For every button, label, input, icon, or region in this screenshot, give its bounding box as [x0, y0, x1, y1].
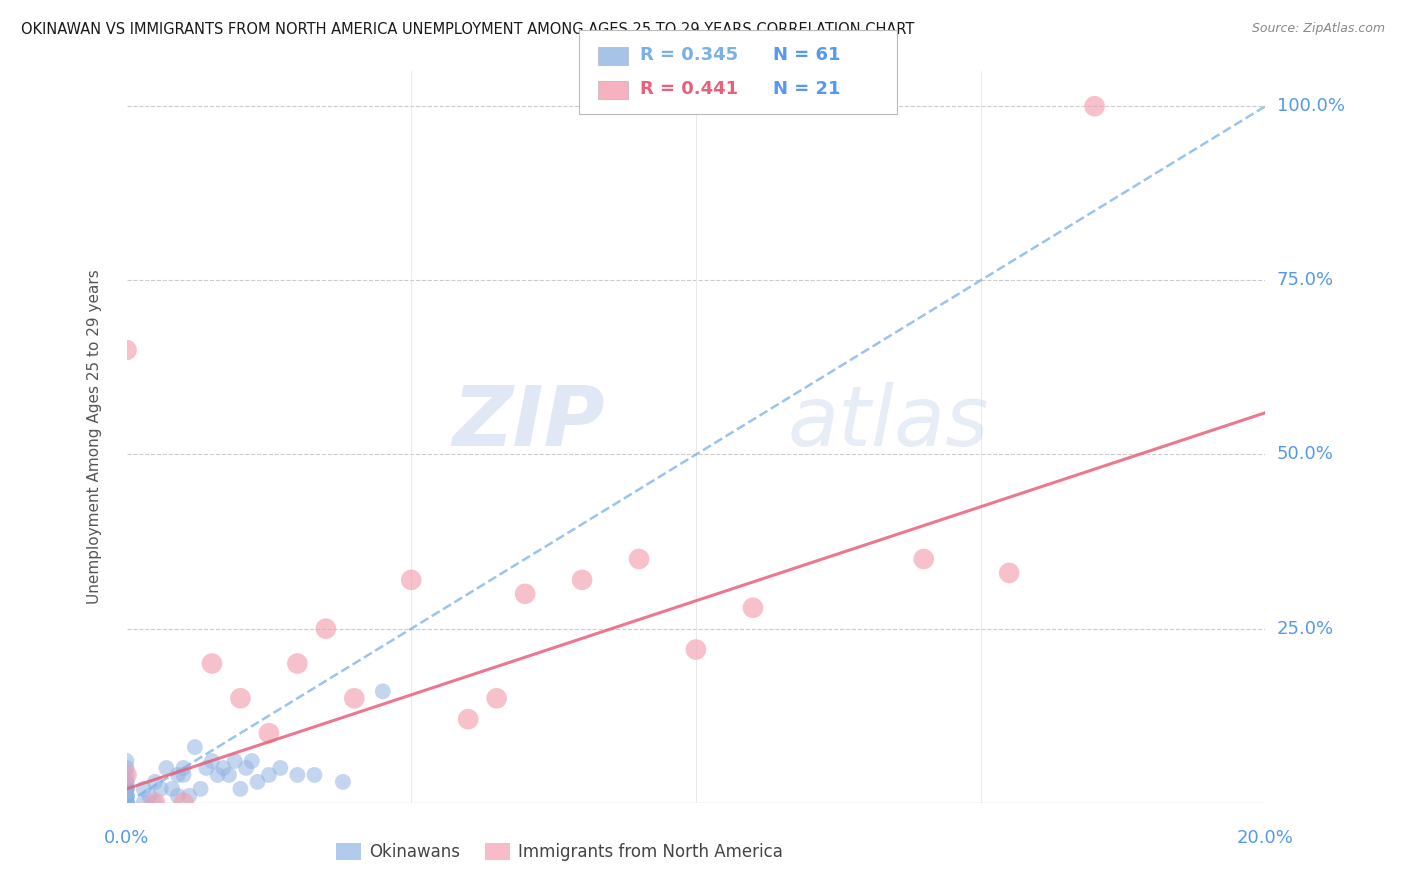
Point [628, 552, 651, 566]
Text: 0.0%: 0.0% [104, 830, 149, 847]
Point [257, 768, 280, 782]
Point [485, 691, 508, 706]
Point [115, 768, 138, 782]
Point [115, 796, 138, 810]
Legend: Okinawans, Immigrants from North America: Okinawans, Immigrants from North America [329, 836, 790, 868]
Point [143, 775, 166, 789]
Point [143, 796, 166, 810]
Text: R = 0.345: R = 0.345 [640, 46, 738, 64]
Text: 75.0%: 75.0% [1277, 271, 1334, 289]
Point [257, 726, 280, 740]
Point [287, 768, 309, 782]
Text: Source: ZipAtlas.com: Source: ZipAtlas.com [1251, 22, 1385, 36]
Text: 100.0%: 100.0% [1277, 97, 1344, 115]
Text: N = 21: N = 21 [773, 80, 841, 98]
Point [229, 781, 252, 796]
Point [998, 566, 1021, 580]
Point [115, 796, 138, 810]
Point [149, 781, 172, 796]
Point [190, 781, 212, 796]
Point [224, 754, 246, 768]
Point [166, 789, 188, 803]
Point [343, 691, 366, 706]
Point [138, 789, 160, 803]
Point [115, 796, 138, 810]
Point [115, 796, 138, 810]
Point [115, 775, 138, 789]
Point [132, 796, 155, 810]
Text: N = 61: N = 61 [773, 46, 841, 64]
Point [115, 796, 138, 810]
Text: 25.0%: 25.0% [1277, 620, 1334, 638]
Point [315, 622, 337, 636]
Point [115, 775, 138, 789]
Point [457, 712, 479, 726]
Point [115, 796, 138, 810]
Point [235, 761, 257, 775]
Point [179, 789, 201, 803]
Text: R = 0.441: R = 0.441 [640, 80, 738, 98]
Point [160, 781, 183, 796]
Point [212, 761, 235, 775]
Point [115, 796, 138, 810]
Point [172, 761, 194, 775]
Point [184, 740, 207, 755]
Point [115, 796, 138, 810]
Text: ZIP: ZIP [453, 382, 605, 463]
Point [571, 573, 593, 587]
Point [218, 768, 240, 782]
Point [304, 768, 326, 782]
Point [115, 789, 138, 803]
Text: 50.0%: 50.0% [1277, 445, 1334, 464]
Point [115, 796, 138, 810]
Point [201, 657, 224, 671]
Point [269, 761, 291, 775]
Point [240, 754, 263, 768]
Point [912, 552, 935, 566]
Point [742, 600, 765, 615]
Point [195, 761, 218, 775]
Text: Unemployment Among Ages 25 to 29 years: Unemployment Among Ages 25 to 29 years [87, 269, 103, 605]
Point [115, 781, 138, 796]
Point [115, 796, 138, 810]
Point [115, 781, 138, 796]
Point [371, 684, 394, 698]
Point [115, 761, 138, 775]
Point [132, 781, 155, 796]
Point [115, 781, 138, 796]
Point [143, 796, 166, 810]
Point [115, 789, 138, 803]
Point [166, 768, 188, 782]
Point [115, 789, 138, 803]
Point [115, 781, 138, 796]
Point [115, 768, 138, 782]
Point [115, 796, 138, 810]
Point [115, 796, 138, 810]
Point [115, 754, 138, 768]
Point [155, 761, 177, 775]
Point [201, 754, 224, 768]
Point [685, 642, 707, 657]
Point [246, 775, 269, 789]
Point [115, 781, 138, 796]
Point [207, 768, 229, 782]
Point [115, 796, 138, 810]
Point [115, 789, 138, 803]
Text: OKINAWAN VS IMMIGRANTS FROM NORTH AMERICA UNEMPLOYMENT AMONG AGES 25 TO 29 YEARS: OKINAWAN VS IMMIGRANTS FROM NORTH AMERIC… [21, 22, 914, 37]
Point [172, 768, 194, 782]
Point [401, 573, 423, 587]
Text: 20.0%: 20.0% [1237, 830, 1294, 847]
Point [229, 691, 252, 706]
Point [1084, 99, 1107, 113]
Point [515, 587, 537, 601]
Point [115, 343, 138, 357]
Point [287, 657, 309, 671]
Point [115, 796, 138, 810]
Point [332, 775, 354, 789]
Text: atlas: atlas [787, 382, 988, 463]
Point [115, 789, 138, 803]
Point [115, 796, 138, 810]
Point [172, 796, 194, 810]
